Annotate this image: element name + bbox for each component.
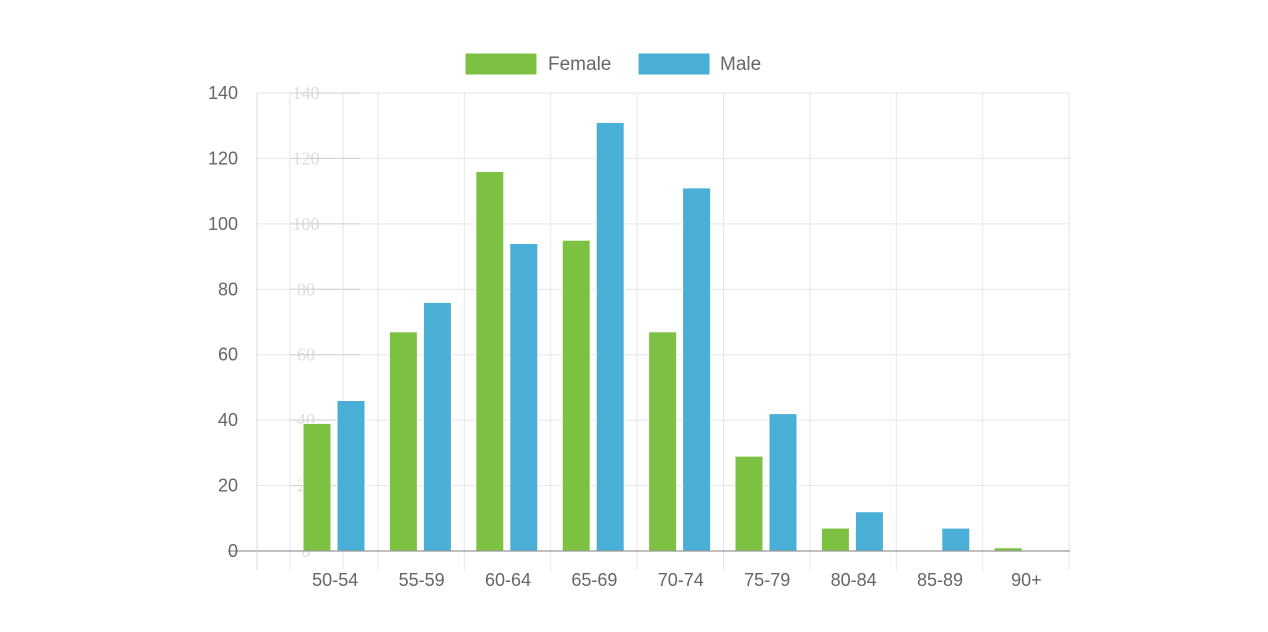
- legend-label-female[interactable]: Female: [548, 54, 611, 75]
- x-tick-label: 60-64: [485, 570, 531, 590]
- x-tick-label: 85-89: [917, 570, 963, 590]
- x-tick-label: 70-74: [658, 570, 704, 590]
- bar-female-65-69: [561, 239, 591, 552]
- legend: Female Male: [464, 52, 761, 76]
- y-tick-label: 100: [208, 214, 238, 234]
- y-tick-label: 0: [228, 541, 238, 561]
- bar-female-60-64: [475, 171, 505, 552]
- bar-male-70-74: [682, 187, 712, 552]
- bar-male-75-79: [768, 413, 798, 552]
- y-tick-label: 120: [208, 148, 238, 168]
- y-tick-label: 60: [218, 345, 238, 365]
- bar-female-50-54: [302, 422, 332, 552]
- y-tick-label: 140: [208, 83, 238, 103]
- y-axis-ticks: 0 20 40 60 80 100 120 140: [208, 83, 238, 561]
- y-tick-label: 40: [218, 410, 238, 430]
- axes: [228, 93, 1070, 570]
- x-tick-label: 90+: [1011, 570, 1042, 590]
- legend-swatch-female[interactable]: [464, 52, 538, 76]
- bar-male-65-69: [595, 121, 625, 552]
- bar-female-70-74: [648, 331, 678, 552]
- x-tick-label: 80-84: [831, 570, 877, 590]
- x-tick-label: 75-79: [744, 570, 790, 590]
- bar-female-55-59: [388, 331, 418, 552]
- y-tick-label: 20: [218, 476, 238, 496]
- x-tick-label: 50-54: [312, 570, 358, 590]
- bar-male-80-84: [854, 511, 884, 552]
- x-axis-ticks: 50-54 55-59 60-64 65-69 70-74 75-79 80-84 85-89…: [312, 570, 1041, 590]
- legend-swatch-male[interactable]: [637, 52, 711, 76]
- bar-male-55-59: [422, 301, 452, 552]
- bar-female-75-79: [734, 455, 764, 552]
- x-tick-label: 65-69: [571, 570, 617, 590]
- legend-label-male[interactable]: Male: [720, 54, 761, 75]
- y-tick-label: 80: [218, 279, 238, 299]
- bars: [302, 121, 1023, 552]
- bar-male-85-89: [941, 527, 971, 552]
- x-tick-label: 55-59: [399, 570, 445, 590]
- bar-female-80-84: [820, 527, 850, 552]
- gridlines: [256, 92, 1070, 570]
- bar-male-60-64: [509, 242, 539, 552]
- bar-male-50-54: [336, 400, 366, 552]
